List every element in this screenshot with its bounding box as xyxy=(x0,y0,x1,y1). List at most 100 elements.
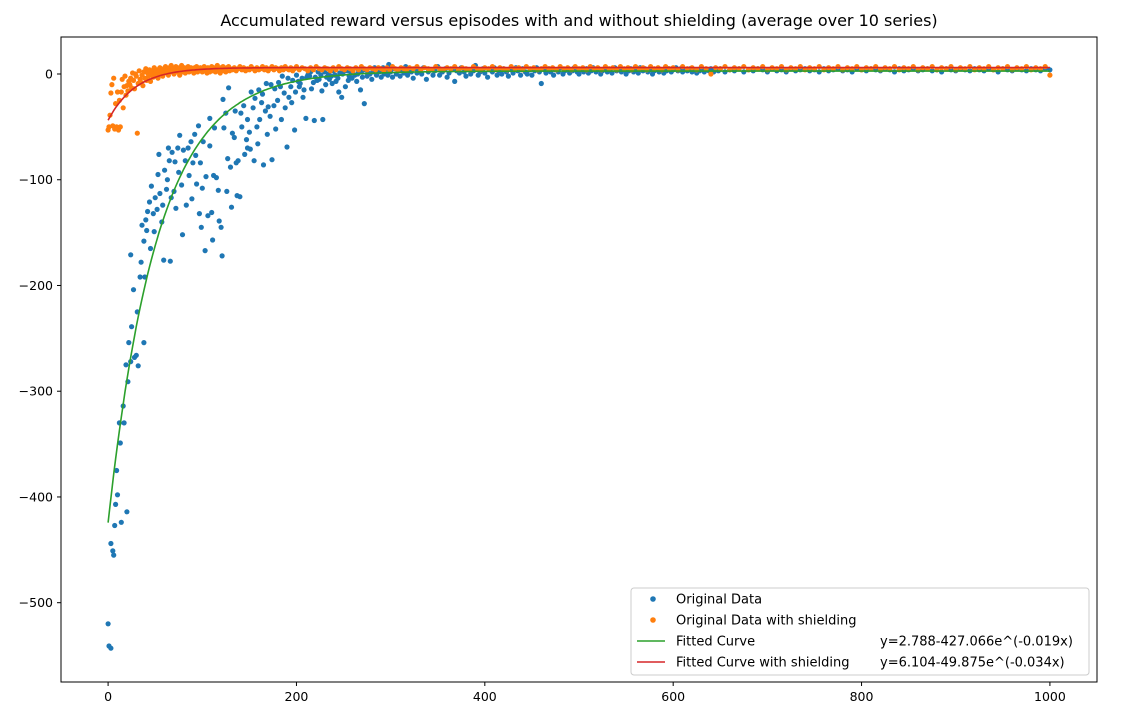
data-point xyxy=(133,352,139,358)
data-point xyxy=(252,95,258,101)
data-point xyxy=(231,134,237,141)
data-point xyxy=(242,151,248,157)
data-point xyxy=(430,72,436,78)
data-point xyxy=(118,519,124,525)
data-point xyxy=(423,76,429,82)
legend-label: Original Data xyxy=(676,593,762,608)
data-point xyxy=(220,96,226,102)
data-point xyxy=(235,158,241,164)
data-point xyxy=(143,217,149,223)
data-point xyxy=(698,64,705,70)
data-point xyxy=(138,259,144,265)
data-point xyxy=(259,91,266,97)
data-point xyxy=(319,88,325,94)
data-point xyxy=(189,196,195,202)
data-point xyxy=(248,89,254,95)
data-point xyxy=(369,76,375,82)
y-tick-label: −100 xyxy=(19,172,53,187)
data-point xyxy=(179,232,186,238)
data-point xyxy=(133,73,139,79)
data-point xyxy=(1047,72,1053,78)
y-tick-label: −500 xyxy=(19,595,53,610)
data-point xyxy=(873,64,879,70)
data-point xyxy=(505,73,511,79)
y-tick-label: 0 xyxy=(45,67,53,82)
data-point xyxy=(452,78,458,84)
data-point xyxy=(177,132,183,138)
data-point xyxy=(494,72,500,78)
data-point xyxy=(279,73,285,79)
data-point xyxy=(891,64,898,70)
data-point xyxy=(284,144,290,150)
data-point xyxy=(239,124,245,130)
data-point xyxy=(778,64,785,70)
data-point xyxy=(147,245,154,252)
data-point xyxy=(289,100,295,106)
data-point xyxy=(246,129,252,135)
data-point xyxy=(256,87,262,93)
data-point xyxy=(524,71,530,77)
data-point xyxy=(111,552,117,558)
data-point xyxy=(163,186,170,192)
legend-entry: Fitted Curve with shielding y=6.104-49.87… xyxy=(637,656,1065,671)
data-point xyxy=(197,160,203,166)
data-point xyxy=(110,548,116,554)
data-point xyxy=(835,64,841,70)
data-point xyxy=(224,188,230,194)
data-point xyxy=(198,224,204,230)
data-point xyxy=(146,199,153,205)
data-point xyxy=(237,194,243,200)
data-point xyxy=(797,64,803,70)
data-point xyxy=(154,206,160,212)
y-tick-label: −300 xyxy=(19,384,53,399)
data-point xyxy=(271,103,277,109)
data-point xyxy=(267,113,273,119)
data-point xyxy=(1004,64,1011,70)
data-point xyxy=(297,80,303,87)
x-tick-label: 1000 xyxy=(1034,689,1066,704)
data-point xyxy=(218,224,224,230)
data-point xyxy=(308,86,315,92)
data-point xyxy=(254,124,260,130)
data-point xyxy=(151,229,157,235)
data-point xyxy=(213,175,219,181)
data-point xyxy=(292,127,298,133)
data-point xyxy=(257,116,263,123)
data-point xyxy=(190,160,196,166)
data-point xyxy=(288,84,294,90)
data-point xyxy=(196,211,202,217)
data-point xyxy=(529,72,535,78)
data-point xyxy=(229,130,235,136)
data-point xyxy=(173,205,179,211)
data-point xyxy=(130,287,137,293)
data-point xyxy=(207,143,213,149)
data-point xyxy=(389,74,396,80)
data-point xyxy=(241,103,247,109)
data-point xyxy=(948,64,954,70)
data-point xyxy=(169,149,175,155)
data-point xyxy=(1023,64,1029,70)
data-point xyxy=(179,182,185,188)
data-point xyxy=(285,75,291,81)
data-point xyxy=(203,174,209,180)
data-point xyxy=(259,100,265,106)
data-point xyxy=(499,71,505,77)
data-point xyxy=(219,253,225,259)
data-point xyxy=(210,237,216,243)
data-point xyxy=(129,324,135,330)
data-point xyxy=(275,97,281,103)
chart-title: Accumulated reward versus episodes with … xyxy=(220,11,937,30)
data-point xyxy=(680,64,686,70)
data-point xyxy=(180,147,186,153)
data-point xyxy=(225,156,231,162)
x-tick-label: 600 xyxy=(661,689,685,704)
data-point xyxy=(202,248,208,254)
data-point xyxy=(760,64,766,70)
data-point xyxy=(137,274,143,280)
data-point xyxy=(361,101,367,107)
data-point xyxy=(281,90,287,96)
data-point xyxy=(108,540,114,547)
legend-label: Original Data with shielding xyxy=(676,614,856,629)
data-point xyxy=(463,73,469,79)
